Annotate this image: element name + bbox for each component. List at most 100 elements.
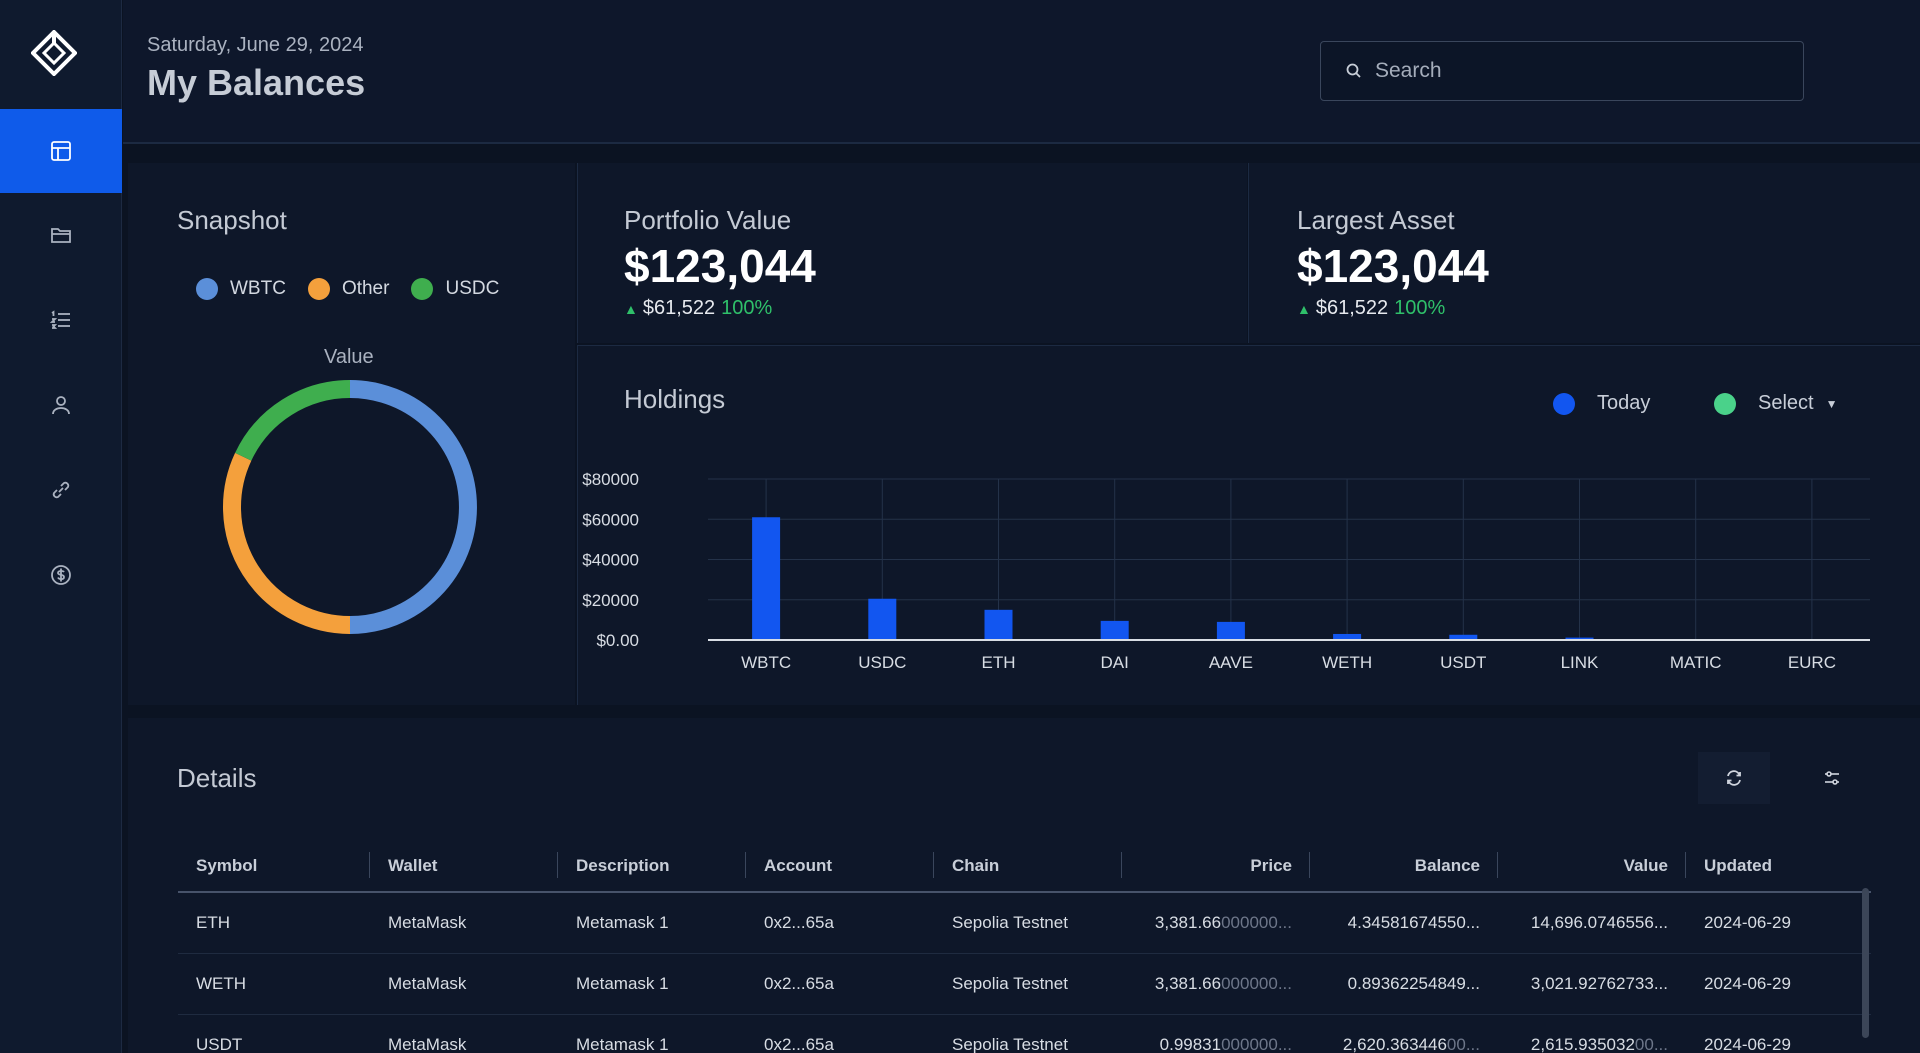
filter-settings-button[interactable] xyxy=(1796,752,1868,804)
price-value: 0.99831 xyxy=(1159,1034,1222,1053)
arrow-up-icon: ▲ xyxy=(1297,300,1311,317)
x-tick-label: WBTC xyxy=(741,653,791,672)
holdings-title: Holdings xyxy=(624,384,726,414)
snapshot-legend: WBTC Other USDC xyxy=(196,278,521,300)
cell-price: 0.99831000000... xyxy=(1122,1014,1310,1053)
cell-updated: 2024-06-29 xyxy=(1686,1014,1871,1053)
balance-value: 4.34581674550... xyxy=(1347,912,1480,932)
cell-account: 0x2...65a xyxy=(746,892,934,954)
change-amount: $61,522 xyxy=(642,297,716,319)
bar-weth[interactable] xyxy=(1333,633,1362,640)
bar-usdt[interactable] xyxy=(1449,634,1478,640)
dollar-icon xyxy=(51,565,71,585)
legend-item-today[interactable]: Today xyxy=(1553,392,1650,415)
column-header-chain[interactable]: Chain xyxy=(934,840,1122,893)
portfolio-value-card: Portfolio Value $123,044 ▲ $61,522 100% xyxy=(577,163,1247,343)
x-tick-label: EURC xyxy=(1788,653,1836,672)
legend-label: Other xyxy=(341,278,390,299)
cell-value: 3,021.92762733... xyxy=(1498,953,1686,1015)
largest-asset-title: Largest Asset xyxy=(1297,205,1455,235)
x-tick-label: USDC xyxy=(858,653,906,672)
column-header-balance[interactable]: Balance xyxy=(1310,840,1498,893)
table-header-row: Symbol Wallet Description Account Chain … xyxy=(178,840,1871,893)
price-trailing: 000000... xyxy=(1221,973,1292,993)
x-tick-label: ETH xyxy=(982,653,1016,672)
balances-table: Symbol Wallet Description Account Chain … xyxy=(178,840,1871,1053)
column-header-price[interactable]: Price xyxy=(1122,840,1310,893)
donut-slice-wbtc[interactable] xyxy=(349,380,477,634)
cell-symbol: WETH xyxy=(178,953,370,1015)
donut-chart xyxy=(223,380,477,634)
sidebar-item-currency[interactable] xyxy=(0,533,122,617)
sidebar-item-user[interactable] xyxy=(0,363,122,447)
search-icon xyxy=(1346,63,1361,78)
search-input[interactable] xyxy=(1375,59,1775,83)
table-scrollbar[interactable] xyxy=(1862,888,1869,1038)
price-trailing: 000000... xyxy=(1221,912,1292,932)
largest-asset-change: ▲ $61,522 100% xyxy=(1297,297,1445,320)
legend-item-usdc[interactable]: USDC xyxy=(411,278,499,300)
legend-item-other[interactable]: Other xyxy=(307,278,390,300)
cell-updated: 2024-06-29 xyxy=(1686,892,1871,954)
donut-slice-other[interactable] xyxy=(223,452,351,634)
column-header-value[interactable]: Value xyxy=(1498,840,1686,893)
cell-chain: Sepolia Testnet xyxy=(934,1014,1122,1053)
bar-aave[interactable] xyxy=(1216,621,1245,640)
cell-chain: Sepolia Testnet xyxy=(934,892,1122,954)
dashboard-icon xyxy=(51,141,71,161)
column-header-updated[interactable]: Updated xyxy=(1686,840,1871,893)
bar-link[interactable] xyxy=(1565,637,1594,640)
price-value: 3,381.66 xyxy=(1154,973,1222,993)
bar-eth[interactable] xyxy=(984,609,1013,640)
sidebar-item-folder[interactable] xyxy=(0,193,122,277)
y-tick-label: $40000 xyxy=(582,551,639,570)
cell-wallet: MetaMask xyxy=(370,1014,558,1053)
arrow-up-icon: ▲ xyxy=(624,300,638,317)
y-tick-label: $60000 xyxy=(582,510,639,529)
bar-dai[interactable] xyxy=(1100,620,1129,640)
table-row[interactable]: USDT MetaMask Metamask 1 0x2...65a Sepol… xyxy=(178,1014,1871,1053)
x-tick-label: DAI xyxy=(1101,653,1129,672)
balance-value: 0.89362254849... xyxy=(1347,973,1480,993)
value-amount: 3,021.92762733... xyxy=(1530,973,1668,993)
column-header-symbol[interactable]: Symbol xyxy=(178,840,370,893)
price-trailing: 000000... xyxy=(1221,1034,1292,1053)
x-tick-label: LINK xyxy=(1561,653,1599,672)
table-row[interactable]: ETH MetaMask Metamask 1 0x2...65a Sepoli… xyxy=(178,892,1871,954)
legend-label: WBTC xyxy=(230,278,286,299)
sidebar xyxy=(0,0,122,1053)
sidebar-item-link[interactable] xyxy=(0,448,122,532)
holdings-bar-chart: $0.00 $20000 $40000 $60000 $80000 WBTC USDC ETH… xyxy=(582,470,1870,672)
y-tick-label: $80000 xyxy=(582,470,639,489)
value-amount: 2,615.935032 xyxy=(1530,1034,1635,1053)
largest-asset-card: Largest Asset $123,044 ▲ $61,522 100% xyxy=(1248,163,1920,343)
x-tick-label: USDT xyxy=(1440,653,1486,672)
column-header-description[interactable]: Description xyxy=(558,840,746,893)
refresh-button[interactable] xyxy=(1698,752,1770,804)
sidebar-item-list[interactable] xyxy=(0,278,122,362)
legend-item-wbtc[interactable]: WBTC xyxy=(196,278,286,300)
x-tick-label: AAVE xyxy=(1209,653,1253,672)
portfolio-value: $123,044 xyxy=(624,240,816,292)
cell-updated: 2024-06-29 xyxy=(1686,953,1871,1015)
donut-chart-title: Value xyxy=(324,346,374,368)
legend-dot xyxy=(1553,392,1575,415)
compare-select-dropdown[interactable]: Select ▼ xyxy=(1714,392,1837,415)
cell-wallet: MetaMask xyxy=(370,953,558,1015)
table-row[interactable]: WETH MetaMask Metamask 1 0x2...65a Sepol… xyxy=(178,953,1871,1015)
bar-usdc[interactable] xyxy=(868,598,897,640)
donut-slice-usdc[interactable] xyxy=(235,380,351,461)
page-title: My Balances xyxy=(147,62,366,103)
cell-account: 0x2...65a xyxy=(746,953,934,1015)
change-amount: $61,522 xyxy=(1315,297,1389,319)
bar-wbtc[interactable] xyxy=(752,517,781,640)
app-logo[interactable] xyxy=(31,30,77,76)
column-header-account[interactable]: Account xyxy=(746,840,934,893)
cell-description: Metamask 1 xyxy=(558,892,746,954)
sidebar-item-dashboard[interactable] xyxy=(0,109,122,193)
legend-dot xyxy=(1714,392,1736,415)
column-header-wallet[interactable]: Wallet xyxy=(370,840,558,893)
legend-dot xyxy=(411,278,434,300)
cell-symbol: USDT xyxy=(178,1014,370,1053)
search-box[interactable] xyxy=(1320,41,1804,101)
